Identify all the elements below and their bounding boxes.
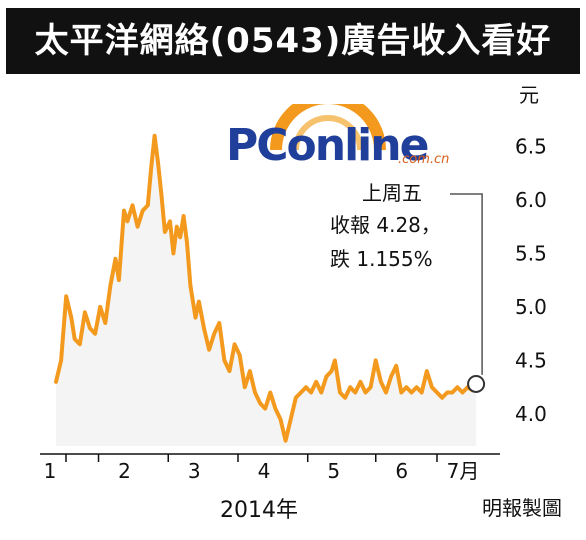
price-series — [54, 133, 486, 443]
annotation-leader — [450, 193, 483, 375]
y-tick-label: 5.0 — [515, 295, 547, 319]
x-tick-label: 7月 — [447, 459, 480, 483]
annotation-line-1: 上周五 — [362, 181, 422, 205]
x-tick-label: 3 — [188, 459, 201, 483]
y-tick-label: 6.5 — [515, 134, 547, 158]
y-tick-label: 5.5 — [515, 241, 547, 265]
y-tick-label: 4.0 — [515, 402, 547, 426]
plot-area — [56, 135, 477, 446]
credit-text: 明報製圖 — [482, 496, 562, 520]
x-axis-title: 2014年 — [220, 498, 298, 523]
annotation-leader-line — [450, 193, 483, 375]
x-tick-label: 2 — [118, 459, 131, 483]
series-line — [54, 133, 479, 443]
y-tick-label: 4.5 — [515, 348, 547, 372]
x-tick-label: 5 — [327, 459, 340, 483]
annotation-line-2: 收報 4.28， — [330, 213, 441, 237]
chart-title: 太平洋網絡(0543)廣告收入看好 — [6, 8, 580, 74]
last-point-marker — [467, 374, 486, 393]
logo-text: PConline — [226, 120, 429, 171]
area-fill — [56, 135, 477, 446]
annotation-line-3: 跌 1.155% — [330, 247, 433, 271]
logo-arc-inner — [293, 115, 363, 151]
y-tick-label: 6.0 — [515, 188, 547, 212]
x-tick-label: 6 — [395, 459, 408, 483]
x-tick-label: 4 — [258, 459, 271, 483]
x-tick-label: 1 — [44, 459, 57, 483]
y-axis-unit: 元 — [519, 83, 539, 107]
axis-ticks: 元 6.5 6.0 5.5 5.0 4.5 4.0 1 2 3 4 5 6 7月 — [40, 83, 547, 483]
logo-subtext: .com.cn — [398, 152, 450, 167]
